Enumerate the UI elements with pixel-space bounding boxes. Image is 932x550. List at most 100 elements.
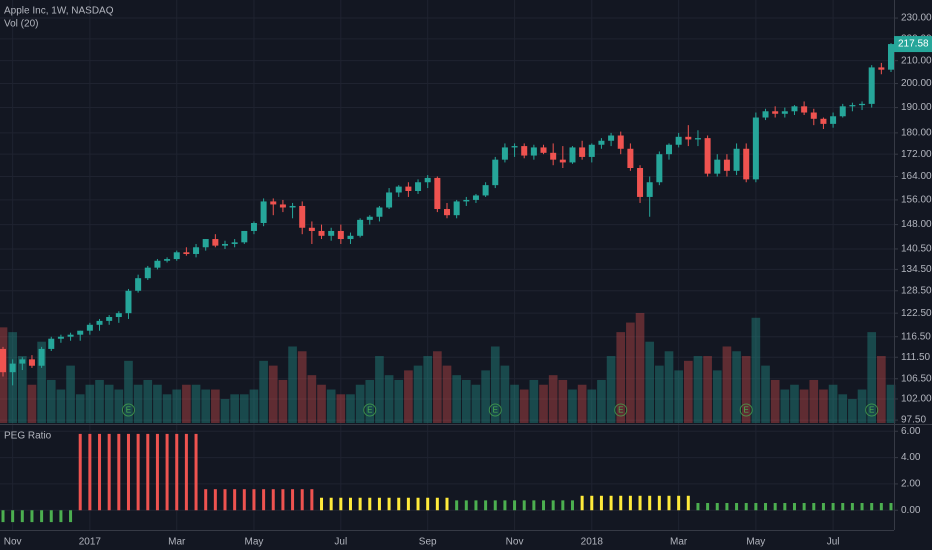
peg-bar xyxy=(725,503,729,511)
candle-body xyxy=(540,147,547,153)
volume-bar xyxy=(519,389,529,423)
y-tick-label: 116.50 xyxy=(901,331,931,342)
y-tick-label: 172.00 xyxy=(901,149,932,160)
candle-body xyxy=(608,135,615,141)
volume-bar xyxy=(741,356,751,423)
candle-body xyxy=(222,243,228,246)
candle-body xyxy=(386,192,393,208)
peg-bar xyxy=(136,433,140,511)
peg-bar xyxy=(78,433,82,511)
peg-bar xyxy=(107,433,111,511)
volume-bar xyxy=(722,346,732,423)
peg-bar xyxy=(706,503,710,511)
peg-bar xyxy=(812,503,816,511)
volume-bar xyxy=(645,341,655,423)
peg-bar xyxy=(860,503,864,511)
peg-bar xyxy=(194,433,198,511)
volume-bar xyxy=(288,346,297,423)
peg-bar xyxy=(484,500,488,511)
candle-body xyxy=(733,148,740,171)
candle-body xyxy=(492,159,499,186)
volume-bar xyxy=(230,394,239,423)
candle-body xyxy=(395,186,402,193)
x-tick-label: 2018 xyxy=(581,537,604,548)
peg-bar xyxy=(773,503,777,511)
candle-body xyxy=(617,135,624,149)
volume-bar xyxy=(336,394,346,423)
volume-bar xyxy=(616,332,626,423)
peg-bar xyxy=(638,495,642,511)
peg-bar xyxy=(416,497,420,511)
candle-body xyxy=(38,348,45,366)
volume-bar xyxy=(95,379,104,423)
candle-body xyxy=(366,216,373,220)
candle-body xyxy=(48,338,55,349)
x-tick-label: May xyxy=(245,537,264,548)
candle-body xyxy=(144,267,151,279)
x-tick-label: May xyxy=(746,537,765,548)
peg-bar xyxy=(20,510,24,523)
y-tick-label: 106.50 xyxy=(901,373,932,384)
candle-body xyxy=(260,201,267,224)
volume-bar xyxy=(384,375,394,423)
y-tick-label: 140.50 xyxy=(901,244,932,255)
volume-bar xyxy=(597,379,606,423)
candle-body xyxy=(424,177,431,183)
candle-body xyxy=(685,136,692,140)
candle-body xyxy=(57,336,64,339)
candle-body xyxy=(849,105,856,107)
candle-body xyxy=(67,334,74,337)
peg-bar xyxy=(445,497,449,511)
y-tick-label: 190.00 xyxy=(901,102,932,113)
candle-body xyxy=(521,146,528,156)
candle-body xyxy=(193,247,200,254)
volume-bar xyxy=(732,351,741,423)
peg-bar xyxy=(715,503,719,511)
peg-bar xyxy=(11,510,15,523)
peg-bar xyxy=(744,503,748,511)
peg-bar xyxy=(281,489,285,511)
volume-bar xyxy=(278,379,288,423)
candle-body xyxy=(714,159,721,174)
candle-body xyxy=(472,195,479,200)
candle-body xyxy=(463,199,470,202)
y-tick-label: 128.50 xyxy=(901,285,932,296)
y-tick-label: 4.00 xyxy=(901,452,921,463)
y-tick-label: 122.50 xyxy=(901,308,932,319)
candle-body xyxy=(743,148,750,180)
candle-body xyxy=(231,242,238,244)
peg-bar xyxy=(223,489,227,511)
x-tick-label: Sep xyxy=(419,537,437,548)
peg-bar xyxy=(1,510,5,523)
volume-bar xyxy=(877,356,886,423)
candle-body xyxy=(888,44,894,70)
peg-bar xyxy=(320,497,324,511)
candle-body xyxy=(781,111,788,114)
volume-bar xyxy=(0,327,8,423)
candle-body xyxy=(125,290,132,314)
volume-bar xyxy=(211,389,220,423)
event-label: E xyxy=(126,406,131,415)
candle-body xyxy=(791,106,798,112)
candle-body xyxy=(28,359,35,366)
peg-bar xyxy=(204,489,208,511)
peg-bar xyxy=(570,500,574,511)
volume-bar xyxy=(239,394,249,423)
peg-bar xyxy=(580,495,584,511)
peg-bar xyxy=(30,510,34,523)
volume-bar xyxy=(471,384,481,423)
candle-body xyxy=(511,146,518,148)
volume-bar xyxy=(790,384,799,423)
candle-body xyxy=(154,260,161,268)
candle-body xyxy=(675,136,682,145)
peg-bar xyxy=(657,495,661,511)
peg-bar xyxy=(40,510,44,523)
candle-body xyxy=(241,230,248,243)
volume-bar xyxy=(56,389,66,423)
y-tick-label: 164.00 xyxy=(901,171,932,182)
volume-bar xyxy=(587,389,597,423)
peg-bar xyxy=(628,495,632,511)
peg-bar xyxy=(474,500,478,511)
event-marker xyxy=(739,403,753,417)
